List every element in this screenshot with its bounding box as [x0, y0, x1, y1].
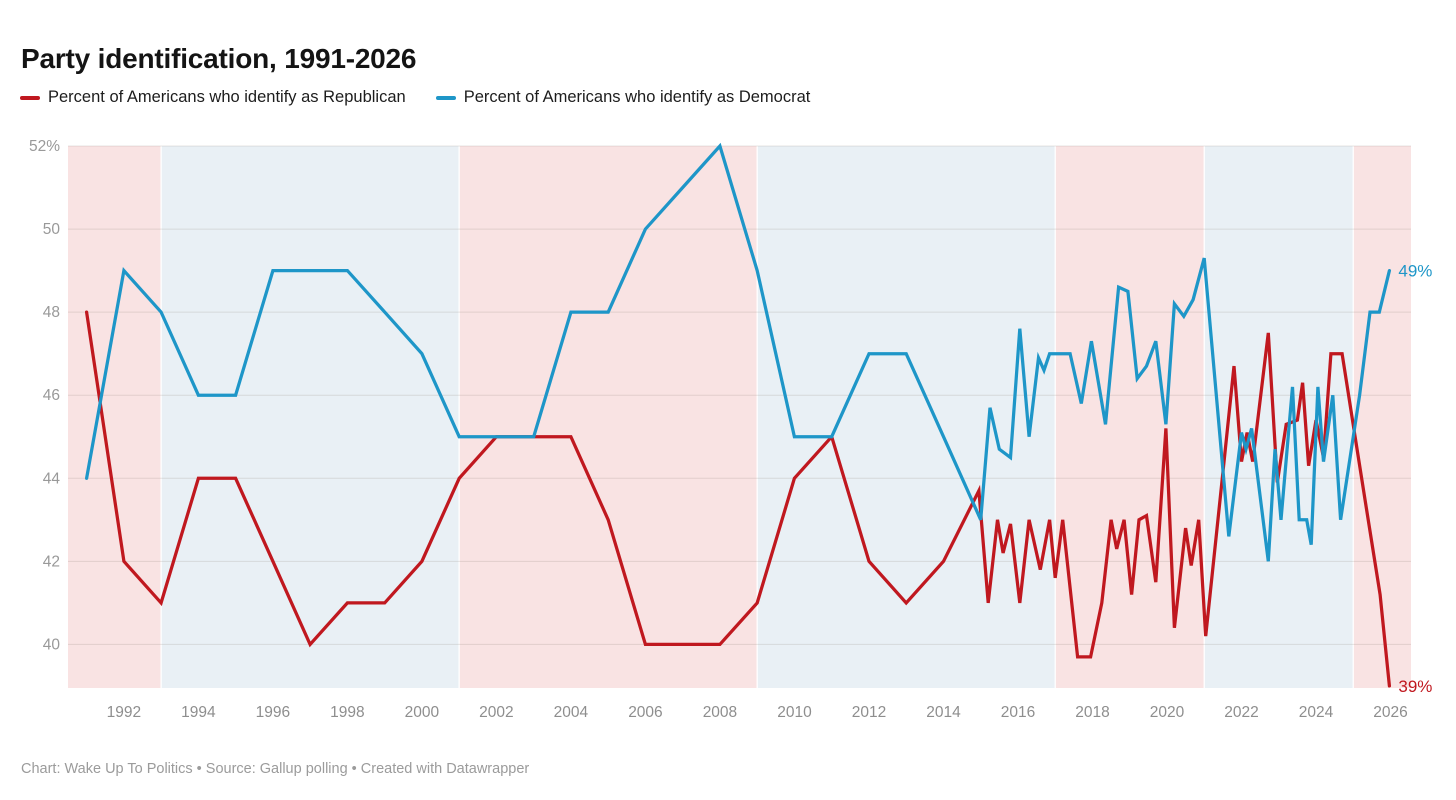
band-separator	[1054, 146, 1056, 688]
band-separator	[160, 146, 162, 688]
x-axis-tick-label: 2016	[1001, 704, 1035, 721]
x-axis-tick-label: 2024	[1299, 704, 1334, 721]
democrat-line-swatch-icon	[435, 95, 456, 100]
x-axis-tick-label: 2000	[405, 704, 440, 721]
x-axis-tick-label: 2004	[554, 704, 589, 721]
x-axis-tick-label: 2026	[1373, 704, 1407, 721]
republican-line-swatch-icon	[20, 95, 40, 100]
band-separator	[756, 146, 758, 688]
president-party-band-r	[68, 146, 162, 688]
y-axis-tick-label: 48	[43, 304, 60, 321]
y-axis-tick-label: 50	[43, 221, 61, 238]
legend-item-democrat: Percent of Americans who identify as Dem…	[435, 88, 811, 107]
y-axis-tick-label: 52%	[29, 138, 60, 155]
y-axis-tick-label: 40	[43, 636, 61, 653]
y-axis-tick-label: 42	[43, 553, 60, 570]
x-axis-tick-label: 2006	[628, 704, 662, 721]
president-party-band-r	[1055, 146, 1205, 688]
legend-label-republican: Percent of Americans who identify as Rep…	[48, 88, 406, 106]
y-axis-tick-label: 46	[43, 387, 60, 404]
democrat-end-value-label: 49%	[1398, 262, 1432, 281]
page-title: Party identification, 1991-2026	[21, 42, 417, 74]
x-axis-tick-label: 2010	[777, 704, 812, 721]
x-axis-tick-label: 1998	[330, 704, 364, 721]
x-axis-tick-label: 2022	[1224, 704, 1258, 721]
x-axis-tick-label: 2002	[479, 704, 513, 721]
legend-label-democrat: Percent of Americans who identify as Dem…	[463, 88, 811, 106]
president-party-band-d	[161, 146, 460, 688]
legend-item-republican: Percent of Americans who identify as Rep…	[20, 88, 406, 107]
x-axis-tick-label: 1996	[256, 704, 290, 721]
x-axis-tick-label: 1992	[107, 704, 141, 721]
attribution-footer: Chart: Wake Up To Politics • Source: Gal…	[21, 761, 530, 777]
x-axis-tick-label: 2014	[926, 704, 961, 721]
band-separator	[1203, 146, 1205, 688]
x-axis-tick-label: 2012	[852, 704, 886, 721]
x-axis-tick-label: 2008	[703, 704, 737, 721]
party-identification-chart: 52% 50 48 46 44 42 40 1992 1994 1996 1998 2000 2002 2…	[29, 138, 1432, 721]
republican-end-value-label: 39%	[1398, 677, 1432, 696]
president-party-band-d	[757, 146, 1056, 688]
y-axis-tick-label: 44	[43, 470, 61, 487]
president-party-band-r	[1353, 146, 1411, 688]
band-separator	[458, 146, 460, 688]
chart-legend: Percent of Americans who identify as Rep…	[20, 88, 810, 107]
x-axis-tick-label: 2020	[1150, 704, 1185, 721]
democrat-line	[84, 142, 1392, 562]
x-axis-tick-label: 2018	[1075, 704, 1109, 721]
x-axis-tick-label: 1994	[181, 704, 216, 721]
president-party-band-r	[459, 146, 758, 688]
